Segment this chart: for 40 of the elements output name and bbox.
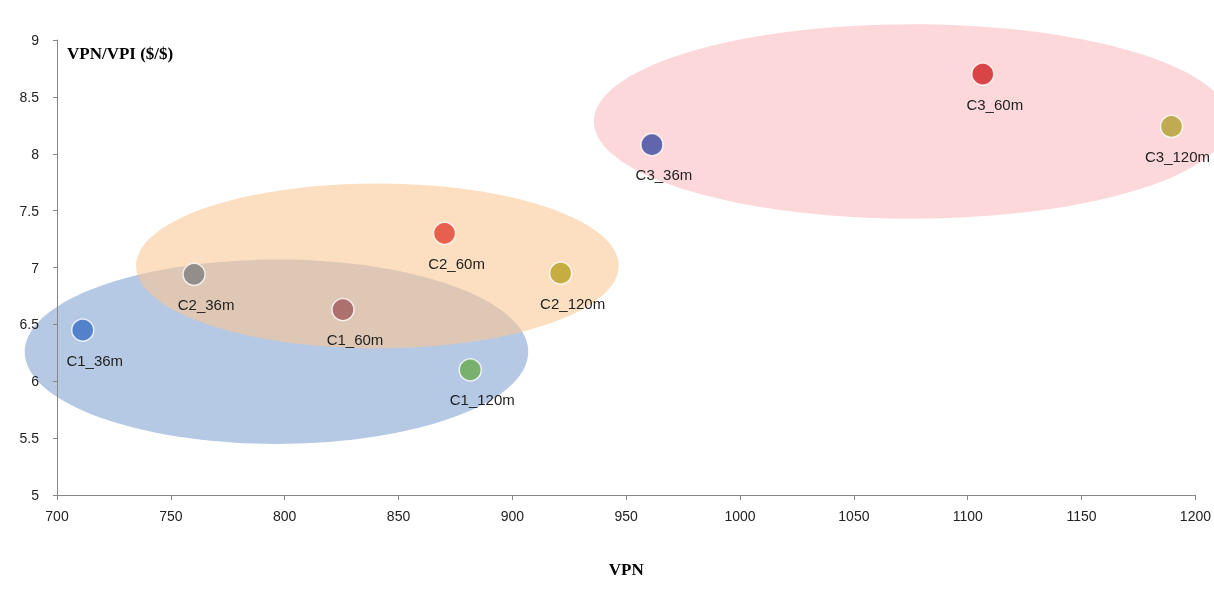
y-tick-label: 8.5 — [19, 88, 40, 105]
annotation: C1_60m — [326, 331, 384, 349]
x-tick-label: 1150 — [1066, 508, 1097, 524]
point — [548, 261, 573, 285]
y-tick-label: 5.5 — [19, 430, 40, 447]
x-tick-label: 900 — [500, 508, 525, 524]
x-tick-label: 1200 — [1179, 508, 1212, 524]
y-tick-label: 7.5 — [19, 202, 40, 219]
y-axis-title: VPN/VPI ($/$) — [67, 44, 174, 63]
x-tick-label: 700 — [45, 508, 69, 524]
point — [971, 62, 995, 86]
annotation: C2_120m — [540, 294, 606, 312]
annotation: C1_36m — [66, 351, 124, 369]
point — [182, 262, 206, 287]
y-tick-label: 8 — [31, 145, 40, 162]
x-tick-label: 1050 — [838, 508, 870, 524]
x-tick-label: 950 — [614, 508, 639, 524]
point — [458, 358, 482, 382]
point — [640, 132, 664, 157]
x-tick-label: 800 — [273, 508, 297, 524]
point — [71, 318, 95, 342]
annotation: C3_36m — [635, 166, 693, 184]
y-tick-label: 5 — [31, 487, 40, 503]
annotation: C2_36m — [177, 295, 235, 313]
annotation: C1_120m — [449, 391, 515, 409]
x-tick-label: 850 — [386, 508, 411, 524]
annotation: C2_60m — [428, 254, 485, 272]
annotation: C3_120m — [1144, 147, 1210, 165]
x-tick-label: 750 — [159, 508, 183, 524]
point — [432, 221, 457, 246]
y-tick-label: 6.5 — [19, 316, 40, 333]
y-tick-label: 9 — [31, 32, 40, 48]
annotation: C3_60m — [966, 95, 1024, 113]
x-tick-label: 1000 — [724, 508, 756, 524]
point — [1159, 114, 1184, 139]
y-tick-label: 7 — [31, 259, 40, 276]
point — [331, 297, 355, 322]
x-tick-label: 1100 — [952, 508, 984, 524]
y-tick-label: 6 — [31, 373, 40, 390]
x-axis-title: VPN — [608, 560, 645, 579]
